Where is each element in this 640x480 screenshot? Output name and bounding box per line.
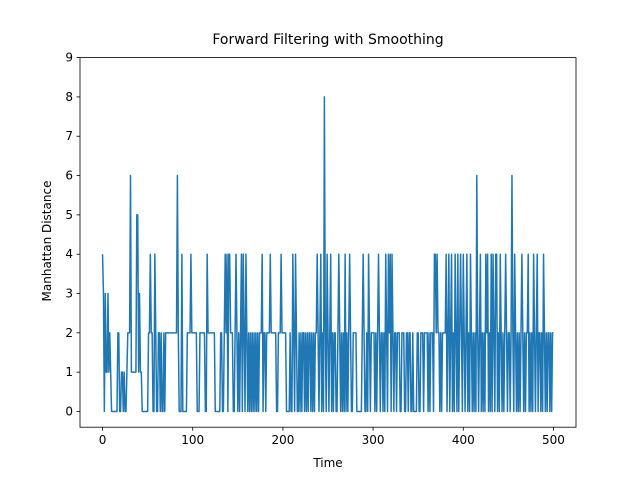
y-tick-label: 0: [65, 404, 73, 418]
x-tick-label: 500: [542, 433, 565, 447]
y-tick-label: 6: [65, 169, 73, 183]
data-line: [101, 96, 554, 413]
axes-frame: [79, 57, 577, 428]
y-tick-label: 2: [65, 326, 73, 340]
y-tick-label: 8: [65, 90, 73, 104]
y-tick-label: 4: [65, 247, 73, 261]
plot-area: [101, 96, 554, 413]
x-axis-label: Time: [312, 456, 342, 470]
x-tick-label: 400: [452, 433, 475, 447]
chart-title: Forward Filtering with Smoothing: [212, 32, 443, 48]
y-tick-label: 7: [65, 129, 73, 143]
y-tick-label: 9: [65, 51, 73, 65]
x-tick-label: 200: [271, 433, 294, 447]
x-tick-label: 300: [362, 433, 385, 447]
y-tick-label: 1: [65, 365, 73, 379]
y-axis-label: Manhattan Distance: [40, 181, 54, 302]
x-tick-label: 0: [99, 433, 107, 447]
y-tick-label: 5: [65, 208, 73, 222]
y-tick-label: 3: [65, 287, 73, 301]
x-tick-label: 100: [181, 433, 204, 447]
